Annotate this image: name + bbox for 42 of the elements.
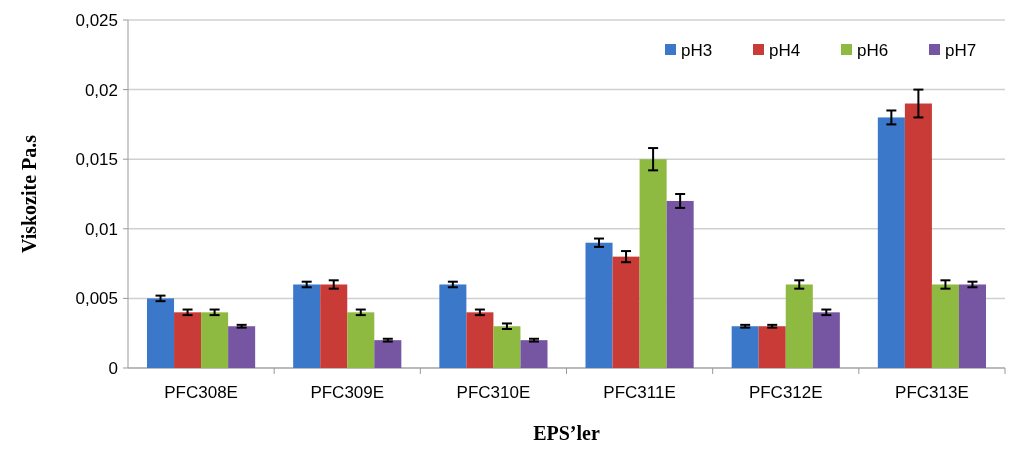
bar (520, 340, 548, 368)
bar (931, 284, 959, 368)
x-tick-label: PFC310E (456, 383, 531, 402)
y-tick-label: 0,02 (84, 80, 118, 100)
bar (228, 326, 256, 368)
bar (347, 312, 375, 368)
bar (731, 326, 759, 368)
bar (147, 298, 175, 368)
x-axis-title: EPS’ler (533, 422, 600, 444)
y-tick-label: 0,015 (75, 150, 118, 170)
bar (466, 312, 494, 368)
bar (758, 326, 786, 368)
y-tick-label: 0,025 (75, 10, 118, 30)
y-tick-label: 0,01 (84, 219, 118, 239)
x-tick-label: PFC309E (310, 383, 385, 402)
y-axis-title: Viskozite Pa.s (18, 134, 40, 254)
y-tick-label: 0,005 (75, 289, 118, 309)
bar (374, 340, 402, 368)
legend-label: pH4 (769, 40, 801, 60)
bar (785, 284, 813, 368)
legend-label: pH7 (945, 40, 977, 60)
legend-label: pH6 (857, 40, 889, 60)
y-tick-label: 0 (108, 358, 118, 378)
bar (812, 312, 840, 368)
bar (958, 284, 986, 368)
legend-label: pH3 (681, 40, 713, 60)
bar (293, 284, 321, 368)
x-tick-label: PFC313E (895, 383, 969, 402)
bar (877, 117, 905, 368)
bar (639, 159, 667, 368)
bar (320, 284, 348, 368)
x-tick-label: PFC311E (603, 383, 676, 402)
bar (174, 312, 202, 368)
bar (585, 242, 613, 368)
bar (612, 256, 640, 368)
bar (666, 200, 694, 368)
x-tick-label: PFC312E (748, 383, 823, 402)
bar (904, 103, 932, 368)
bar (493, 326, 521, 368)
x-tick-label: PFC308E (164, 383, 238, 402)
bar (201, 312, 229, 368)
bar (439, 284, 467, 368)
